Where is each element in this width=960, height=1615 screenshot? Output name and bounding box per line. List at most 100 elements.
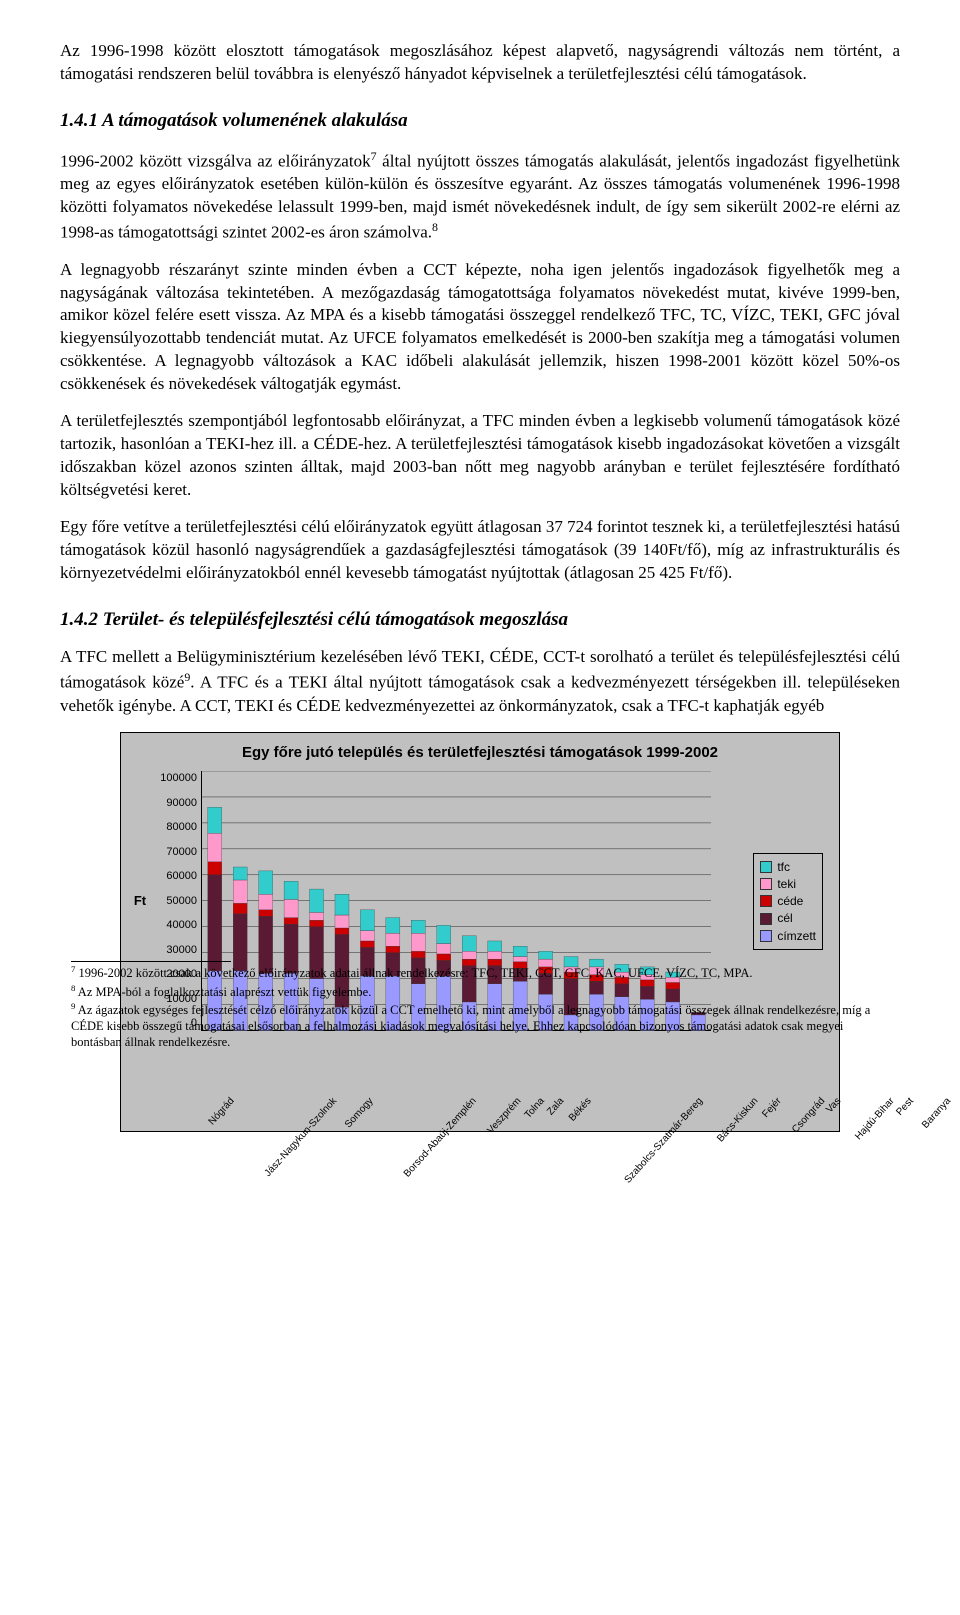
bar-segment bbox=[564, 957, 578, 967]
bar-segment bbox=[233, 914, 247, 971]
bar-segment bbox=[411, 958, 425, 984]
bar-segment bbox=[666, 972, 680, 977]
bar-segment bbox=[539, 959, 553, 967]
bar-segment bbox=[411, 933, 425, 951]
x-tick: Hajdú-Bihar bbox=[852, 1095, 897, 1143]
bar-segment bbox=[208, 862, 222, 875]
chart-title: Egy főre jutó település és területfejles… bbox=[131, 743, 829, 763]
bar-segment bbox=[589, 967, 603, 975]
bar-segment bbox=[462, 1002, 476, 1031]
bar-segment bbox=[488, 951, 502, 959]
bar-segment bbox=[259, 894, 273, 910]
bar-segment bbox=[335, 928, 349, 934]
paragraph-4: Egy főre vetítve a területfejlesztési cé… bbox=[60, 516, 900, 585]
bar-segment bbox=[666, 1002, 680, 1031]
bar-segment bbox=[564, 972, 578, 978]
bar-segment bbox=[284, 881, 298, 899]
bar-segment bbox=[462, 936, 476, 952]
bar-segment bbox=[462, 959, 476, 965]
bar-segment bbox=[360, 910, 374, 931]
y-tick: 50000 bbox=[149, 894, 197, 909]
y-axis-label: Ft bbox=[131, 771, 149, 1031]
bar-segment bbox=[513, 968, 527, 981]
bar-segment bbox=[437, 961, 451, 977]
x-tick: Jász-Nagykun-Szolnok bbox=[262, 1095, 340, 1180]
bar-segment bbox=[589, 975, 603, 981]
bar-segment bbox=[360, 941, 374, 947]
y-tick: 60000 bbox=[149, 869, 197, 884]
legend-swatch bbox=[760, 930, 772, 942]
bar-segment bbox=[615, 984, 629, 997]
bar-segment bbox=[564, 979, 578, 1015]
x-tick: Csongrád bbox=[789, 1095, 828, 1136]
y-tick: 0 bbox=[149, 1016, 197, 1031]
bar-segment bbox=[208, 807, 222, 833]
heading-1-4-2: 1.4.2 Terület- és településfejlesztési c… bbox=[60, 607, 900, 633]
x-tick: Fejér bbox=[759, 1095, 784, 1121]
bar-segment bbox=[462, 966, 476, 1002]
bar-segment bbox=[437, 976, 451, 1030]
x-tick: Zala bbox=[544, 1095, 567, 1118]
bar-segment bbox=[640, 980, 654, 986]
bar-segment bbox=[335, 894, 349, 915]
legend-item-cél: cél bbox=[760, 910, 816, 926]
bar-segment bbox=[539, 967, 553, 973]
bar-segment bbox=[284, 918, 298, 924]
bar-segment bbox=[691, 1015, 705, 1031]
bar-segment bbox=[233, 880, 247, 903]
bar-segment bbox=[666, 983, 680, 989]
y-tick: 20000 bbox=[149, 967, 197, 982]
x-axis-ticks: NógrádJász-Nagykun-SzolnokSomogyBorsod-A… bbox=[201, 1035, 711, 1125]
x-tick: Veszprém bbox=[484, 1095, 524, 1137]
footnote-ref-8: 8 bbox=[432, 220, 438, 234]
bar-segment bbox=[640, 967, 654, 975]
bar-segment bbox=[386, 946, 400, 952]
bar-segment bbox=[615, 972, 629, 977]
chart-legend: tfctekicédecélcímzett bbox=[753, 853, 823, 950]
bar-segment bbox=[564, 967, 578, 972]
plot-area bbox=[201, 771, 711, 1031]
bar-segment bbox=[666, 989, 680, 1002]
bar-segment bbox=[691, 1012, 705, 1015]
bar-segment bbox=[411, 951, 425, 957]
x-tick: Somogy bbox=[342, 1095, 377, 1131]
bar-segment bbox=[640, 986, 654, 999]
bar-segment bbox=[513, 957, 527, 962]
bar-segment bbox=[386, 953, 400, 976]
legend-item-céde: céde bbox=[760, 893, 816, 909]
legend-item-címzett: címzett bbox=[760, 928, 816, 944]
bar-segment bbox=[259, 974, 273, 1031]
bar-segment bbox=[640, 975, 654, 980]
bar-segment bbox=[310, 913, 324, 921]
intro-paragraph: Az 1996-1998 között elosztott támogatáso… bbox=[60, 40, 900, 86]
x-tick: Bács-Kiskun bbox=[715, 1095, 762, 1145]
y-tick: 70000 bbox=[149, 845, 197, 860]
bar-segment bbox=[208, 833, 222, 862]
bar-segment bbox=[513, 981, 527, 1030]
bar-segment bbox=[335, 915, 349, 928]
bar-segment bbox=[360, 948, 374, 977]
bar-segment bbox=[488, 959, 502, 965]
legend-item-teki: teki bbox=[760, 876, 816, 892]
bar-segment bbox=[310, 920, 324, 926]
bar-segment bbox=[335, 935, 349, 1008]
bar-segment bbox=[259, 871, 273, 894]
heading-1-4-1: 1.4.1 A támogatások volumenének alakulás… bbox=[60, 108, 900, 134]
bar-segment bbox=[640, 999, 654, 1030]
bar-segment bbox=[284, 974, 298, 1031]
x-tick: Borsod-Abaúj-Zemplén bbox=[401, 1095, 480, 1180]
paragraph-3: A területfejlesztés szempontjából legfon… bbox=[60, 410, 900, 502]
bar-segment bbox=[615, 977, 629, 983]
bar-segment bbox=[233, 903, 247, 913]
bar-segment bbox=[615, 964, 629, 972]
paragraph-5: A TFC mellett a Belügyminisztérium kezel… bbox=[60, 646, 900, 717]
legend-label: címzett bbox=[777, 928, 816, 944]
bar-segment bbox=[411, 984, 425, 1031]
bar-segment bbox=[589, 959, 603, 967]
bar-segment bbox=[666, 977, 680, 982]
bar-segment bbox=[513, 946, 527, 956]
bar-segment bbox=[488, 966, 502, 984]
legend-swatch bbox=[760, 861, 772, 873]
x-tick: Vas bbox=[824, 1095, 845, 1116]
bar-segment bbox=[488, 984, 502, 1031]
